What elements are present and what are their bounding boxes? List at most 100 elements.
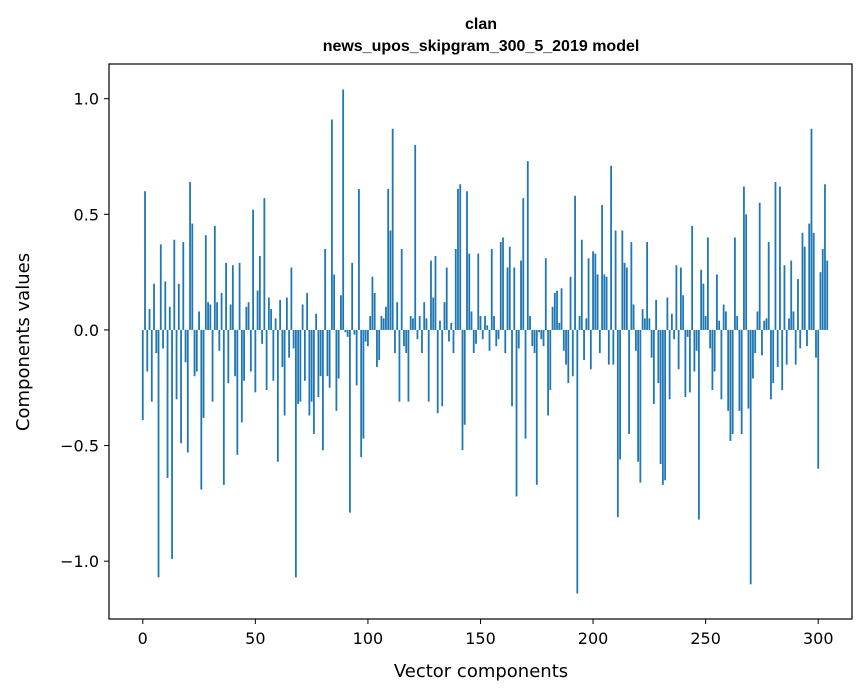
bar: [204, 235, 207, 330]
bar: [297, 329, 300, 404]
bar: [659, 329, 662, 465]
bar: [713, 329, 716, 372]
bar: [263, 198, 266, 330]
bar: [159, 244, 162, 330]
bar: [616, 329, 619, 518]
bar: [358, 188, 360, 330]
bar: [171, 329, 173, 559]
bar: [150, 329, 153, 402]
bar: [227, 329, 230, 384]
bar: [281, 329, 284, 367]
bar: [556, 290, 558, 330]
bar: [493, 316, 495, 330]
bar: [468, 253, 471, 330]
bar: [443, 302, 446, 330]
bar: [499, 242, 502, 330]
bar: [202, 329, 205, 418]
bar: [184, 329, 187, 363]
bar: [477, 253, 480, 330]
bar: [612, 329, 615, 365]
y-axis-label: Components values: [13, 253, 34, 431]
bar: [283, 329, 286, 416]
bar: [220, 292, 223, 330]
bar: [312, 329, 315, 434]
bar: [670, 313, 673, 330]
bar: [632, 304, 635, 330]
bar: [236, 329, 239, 455]
bar: [495, 329, 498, 347]
bar: [583, 329, 585, 360]
bar: [497, 329, 500, 340]
bar: [306, 292, 309, 330]
bar: [747, 329, 750, 409]
bar: [578, 316, 581, 330]
bar: [301, 304, 304, 330]
bar: [506, 267, 509, 330]
bar: [587, 258, 590, 330]
bar: [195, 329, 198, 372]
bar: [425, 318, 428, 330]
bar: [515, 329, 518, 497]
bar: [475, 329, 477, 344]
bar: [173, 239, 176, 330]
bar: [315, 313, 318, 330]
bar: [817, 329, 820, 469]
bar: [571, 329, 574, 377]
bar: [441, 329, 444, 407]
bar: [285, 297, 288, 330]
bar: [535, 329, 538, 485]
bar: [598, 329, 601, 354]
bar: [466, 191, 468, 330]
bar: [265, 329, 268, 391]
bar: [200, 329, 203, 490]
x-tick-label: 0: [138, 629, 148, 648]
bar: [486, 325, 489, 330]
bar: [565, 329, 567, 365]
bar: [463, 329, 466, 425]
bar: [637, 329, 640, 462]
bar: [731, 329, 734, 434]
bar: [551, 306, 554, 330]
bar: [225, 262, 227, 330]
bar: [770, 329, 772, 400]
bar: [479, 316, 482, 330]
bar: [382, 318, 385, 330]
bar: [567, 329, 570, 384]
bar: [785, 329, 788, 365]
bar: [168, 306, 171, 330]
bar: [698, 329, 700, 520]
bar: [707, 237, 709, 330]
bar: [488, 329, 491, 351]
bar: [412, 318, 414, 330]
bar: [191, 223, 194, 330]
bar: [198, 311, 200, 330]
bar: [288, 329, 291, 358]
y-tick-label: 0.0: [74, 321, 99, 340]
bar: [353, 329, 356, 335]
bar: [261, 329, 263, 344]
bar: [240, 329, 243, 423]
bar: [803, 246, 806, 330]
bar: [448, 329, 450, 342]
bar: [677, 329, 680, 370]
bar: [549, 329, 552, 391]
bar: [234, 329, 236, 377]
bar: [274, 318, 277, 330]
y-axis-ticks: −1.0 −0.5 0.0 0.5 1.0: [60, 90, 109, 571]
bar: [580, 239, 583, 330]
bar: [569, 276, 572, 330]
bar: [378, 329, 381, 360]
bar: [209, 304, 212, 330]
y-tick-label: 0.5: [74, 205, 99, 224]
bar: [423, 302, 426, 330]
bar: [664, 329, 667, 481]
bar: [326, 329, 329, 377]
bar: [576, 329, 579, 594]
y-tick-label: 1.0: [74, 90, 99, 109]
bar: [558, 323, 561, 330]
bar: [718, 320, 721, 330]
bar: [445, 267, 448, 330]
bar: [657, 329, 660, 384]
bar: [702, 283, 705, 330]
bar: [641, 309, 644, 330]
